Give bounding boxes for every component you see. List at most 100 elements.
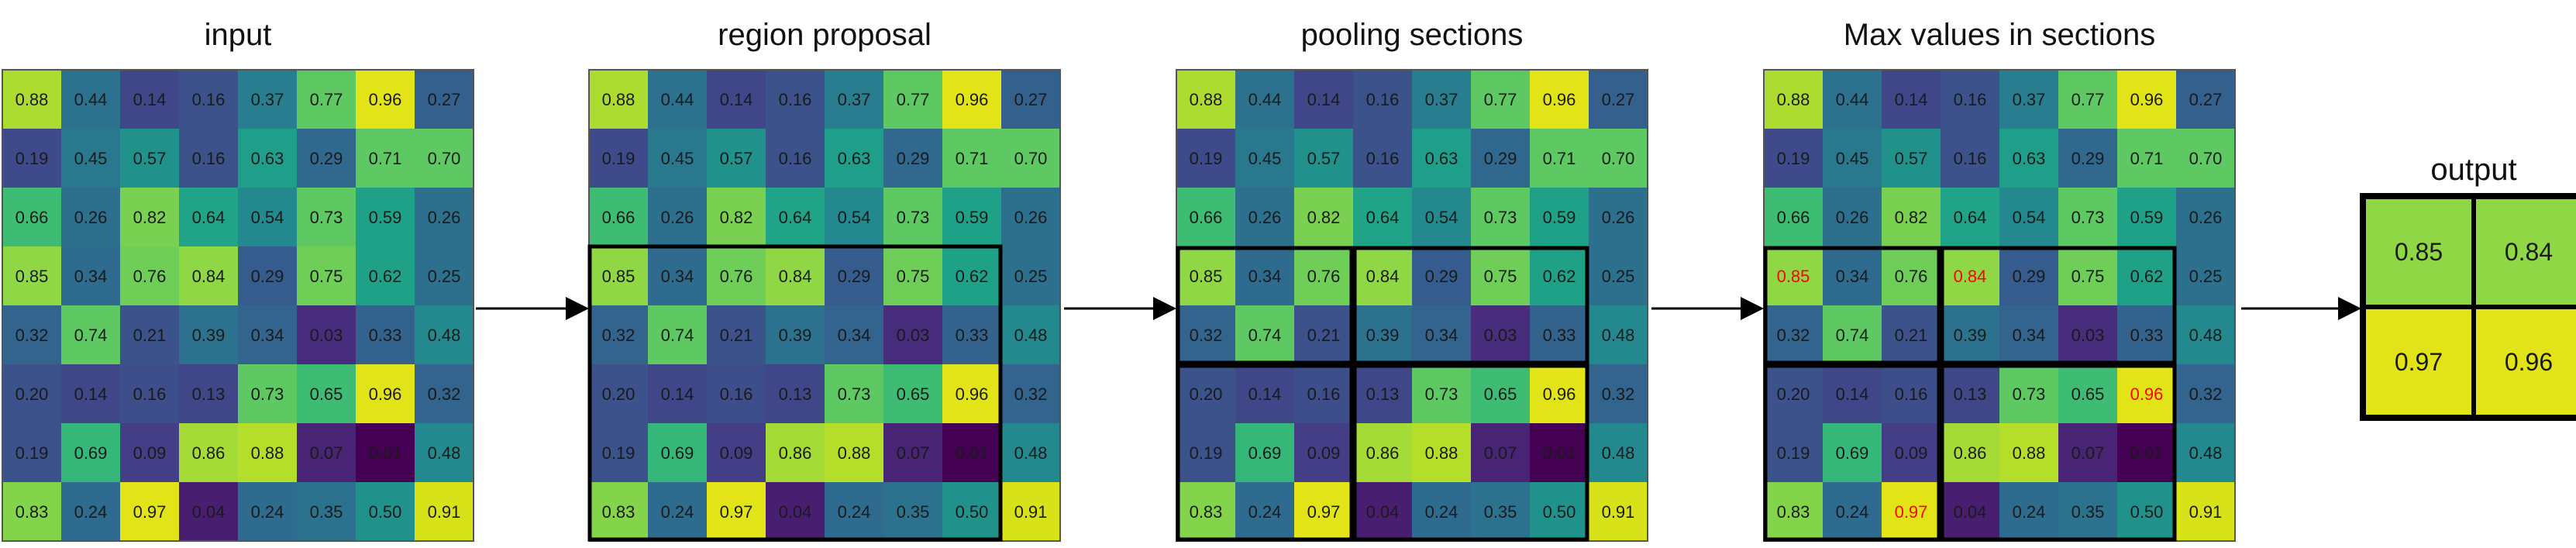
cell-value: 0.59 (1543, 208, 1576, 227)
matrix-cell (1294, 482, 1353, 541)
cell-value: 0.03 (310, 326, 343, 345)
matrix-cell (1412, 188, 1471, 246)
matrix-cell (1471, 129, 1530, 188)
matrix-cell (415, 188, 474, 246)
cell-value: 0.37 (838, 90, 871, 109)
matrix-cell (238, 246, 297, 305)
cell-value: 0.25 (428, 267, 461, 286)
matrix-cell (2058, 188, 2117, 246)
matrix-cell (825, 129, 883, 188)
cell-value: 0.37 (251, 90, 284, 109)
matrix-cell (942, 305, 1001, 364)
cell-value: 0.96 (369, 384, 402, 404)
matrix-cell (766, 70, 825, 129)
cell-value: 0.24 (1248, 502, 1282, 522)
matrix-cell (415, 305, 474, 364)
matrix-cell (297, 70, 356, 129)
matrix-cell (179, 305, 238, 364)
matrix-cell (942, 70, 1001, 129)
cell-value: 0.73 (2071, 208, 2105, 227)
matrix-cell (1176, 188, 1235, 246)
region-proposal-box (587, 244, 1003, 542)
cell-value: 0.37 (1425, 90, 1458, 109)
cell-value: 0.69 (661, 443, 694, 463)
matrix-cell (942, 364, 1001, 423)
matrix-cell (1471, 188, 1530, 246)
matrix-cell (648, 70, 707, 129)
cell-value: 0.14 (133, 90, 167, 109)
matrix-cell (1764, 364, 1823, 423)
cell-value: 0.50 (369, 502, 402, 522)
cell-value: 0.29 (1425, 267, 1458, 286)
cell-value: 0.13 (1366, 384, 1400, 404)
cell-value: 0.57 (1307, 149, 1341, 168)
cell-value: 0.09 (1307, 443, 1341, 463)
matrix-cell (1764, 305, 1823, 364)
matrix-cell (707, 188, 766, 246)
max-value-label: 0.96 (2130, 384, 2164, 404)
matrix-cell (1589, 70, 1648, 129)
cell-value: 0.48 (2189, 326, 2223, 345)
cell-value: 0.88 (838, 443, 871, 463)
cell-value: 0.88 (1190, 90, 1223, 109)
cell-value: 0.62 (1543, 267, 1576, 286)
cell-value: 0.73 (1425, 384, 1458, 404)
cell-value: 0.69 (74, 443, 108, 463)
cell-value: 0.29 (251, 267, 284, 286)
matrix-cell (120, 246, 179, 305)
matrix-cell (825, 482, 883, 541)
cell-value: 0.20 (15, 384, 49, 404)
cell-value: 0.34 (1248, 267, 1282, 286)
cell-value: 0.45 (74, 149, 108, 168)
cell-value: 0.48 (1602, 326, 1635, 345)
cell-value: 0.54 (1425, 208, 1458, 227)
cell-value: 0.59 (369, 208, 402, 227)
matrix-cell (2117, 246, 2176, 305)
cell-value: 0.16 (133, 384, 167, 404)
cell-value: 0.88 (15, 90, 49, 109)
cell-value: 0.74 (1836, 326, 1869, 345)
matrix-cell (1823, 482, 1882, 541)
cell-value: 0.74 (1248, 326, 1282, 345)
cell-value: 0.19 (15, 149, 49, 168)
matrix-cell (648, 129, 707, 188)
matrix-cell (1412, 246, 1471, 305)
cell-value: 0.59 (956, 208, 989, 227)
matrix-cell (589, 129, 648, 188)
cell-value: 0.86 (779, 443, 812, 463)
matrix-cell (238, 129, 297, 188)
matrix-cell (1530, 305, 1589, 364)
cell-value: 0.29 (2071, 149, 2105, 168)
matrix-cell (1412, 364, 1471, 423)
cell-value: 0.76 (1307, 267, 1341, 286)
cell-value: 0.63 (838, 149, 871, 168)
pooling-section-box (1176, 246, 1354, 365)
cell-value: 0.88 (602, 90, 635, 109)
cell-value: 0.03 (1484, 326, 1517, 345)
matrix-cell (120, 423, 179, 482)
matrix-cell (942, 246, 1001, 305)
cell-value: 0.14 (1307, 90, 1341, 109)
cell-value: 0.48 (1602, 443, 1635, 463)
matrix-cell (1823, 364, 1882, 423)
cell-value: 0.16 (1366, 90, 1400, 109)
cell-value: 0.19 (1777, 443, 1810, 463)
cell-value: 0.65 (310, 384, 343, 404)
matrix-cell (1530, 364, 1589, 423)
matrix-cell (1235, 364, 1294, 423)
matrix-cell (1589, 129, 1648, 188)
matrix-cell (356, 482, 415, 541)
matrix-cell (707, 364, 766, 423)
matrix-cell (2, 364, 61, 423)
cell-value: 0.75 (897, 267, 930, 286)
cell-value: 0.57 (133, 149, 167, 168)
cell-value: 0.76 (1895, 267, 1928, 286)
cell-value: 0.24 (838, 502, 871, 522)
matrix-cell (61, 482, 120, 541)
cell-value: 0.34 (74, 267, 108, 286)
cell-value: 0.64 (1954, 208, 1987, 227)
matrix-cell (238, 482, 297, 541)
cell-value: 0.83 (15, 502, 49, 522)
matrix-cell (2176, 364, 2235, 423)
